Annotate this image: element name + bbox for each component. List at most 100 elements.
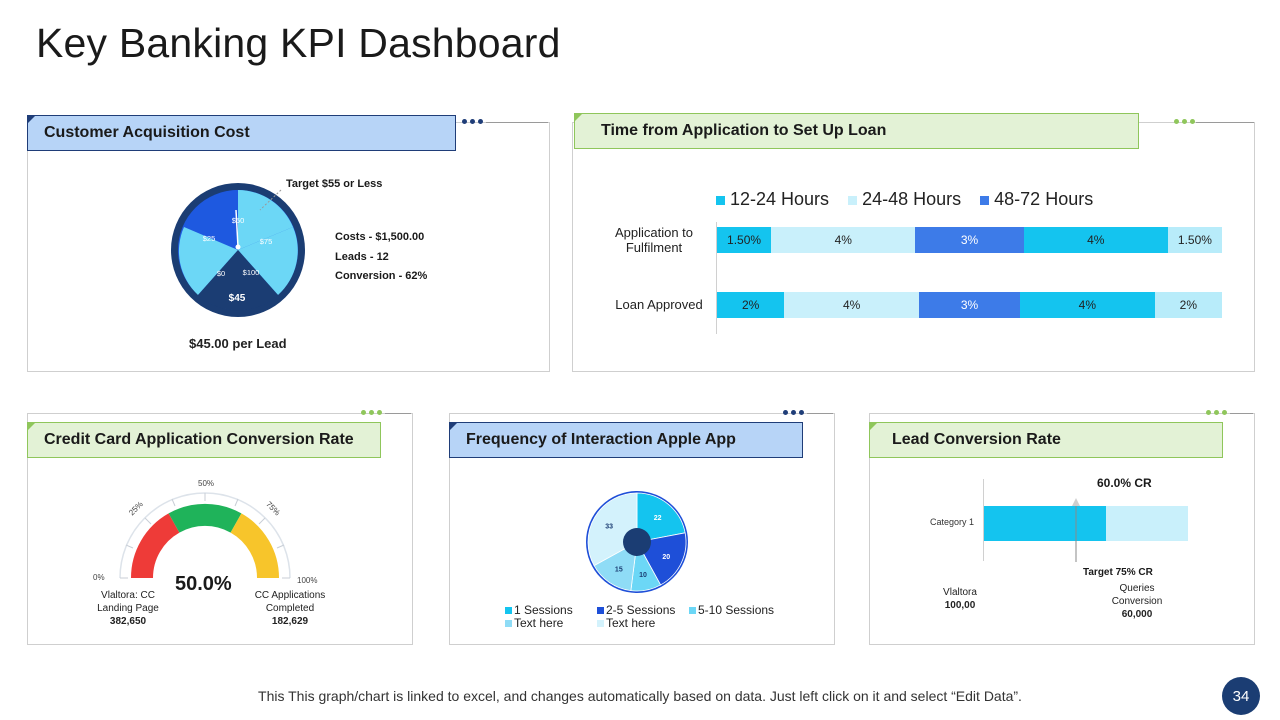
stacked-bar-row: 2% 4% 3% 4% 2% bbox=[717, 292, 1222, 318]
legend-row: Text here Text here bbox=[505, 617, 805, 630]
divider-line bbox=[385, 413, 411, 414]
lead-right-label: Queries Conversion 60,000 bbox=[1097, 582, 1177, 621]
legend-item: 2-5 Sessions bbox=[597, 604, 689, 617]
gauge-needle bbox=[235, 209, 239, 248]
bar-segment: 1.50% bbox=[1167, 227, 1222, 253]
bar-segment: 2% bbox=[1154, 292, 1222, 318]
more-dots-icon[interactable] bbox=[361, 410, 382, 415]
category-label-line: Loan Approved bbox=[615, 297, 703, 312]
more-dots-icon[interactable] bbox=[783, 410, 804, 415]
bar-segment: 4% bbox=[784, 292, 919, 318]
gauge-tick-label: 50% bbox=[198, 479, 215, 488]
legend-item: 48-72 Hours bbox=[980, 189, 1093, 209]
loan-time-header: Time from Application to Set Up Loan bbox=[574, 113, 1139, 149]
legend-label: 2-5 Sessions bbox=[606, 603, 676, 617]
apple-pie-chart: 22 20 10 15 33 bbox=[586, 491, 688, 593]
label-line: Vlaltora: CC bbox=[101, 590, 155, 601]
cac-leads: Leads - 12 bbox=[335, 251, 389, 263]
cac-per-lead: $45.00 per Lead bbox=[189, 336, 287, 351]
pie-slice-label: 22 bbox=[654, 515, 662, 522]
bar-segment: 2% bbox=[717, 292, 785, 318]
legend-label: 5-10 Sessions bbox=[698, 603, 775, 617]
bar-segment: 1.50% bbox=[717, 227, 772, 253]
apple-legend: 1 Sessions 2-5 Sessions 5-10 Sessions Text… bbox=[505, 604, 805, 630]
category-label: Loan Approved bbox=[604, 297, 714, 312]
legend-label: Text here bbox=[514, 616, 564, 630]
gauge-yellow-band bbox=[230, 513, 280, 579]
legend-label: 1 Sessions bbox=[514, 603, 573, 617]
gauge-tick-label: $100 bbox=[243, 268, 260, 277]
legend-item: 24-48 Hours bbox=[848, 189, 961, 209]
divider-line bbox=[1196, 122, 1254, 123]
cac-costs: Costs - $1,500.00 bbox=[335, 231, 425, 243]
label-line: Landing Page bbox=[97, 603, 159, 614]
legend-label: 12-24 Hours bbox=[730, 189, 830, 209]
category-label: Application to Fulfilment bbox=[604, 225, 704, 255]
gauge-tick-label: $25 bbox=[203, 234, 216, 243]
cac-target-label: Target $55 or Less bbox=[286, 178, 383, 190]
page-title: Key Banking KPI Dashboard bbox=[36, 20, 561, 66]
more-dots-icon[interactable] bbox=[462, 119, 483, 124]
cc-left-value: 382,650 bbox=[109, 616, 147, 627]
legend-item: 12-24 Hours bbox=[716, 189, 829, 209]
target-pointer bbox=[259, 189, 282, 211]
divider-line bbox=[486, 122, 548, 123]
corner-accent bbox=[869, 422, 878, 431]
gauge-tick-label: 100% bbox=[297, 576, 318, 585]
corner-accent bbox=[449, 422, 458, 431]
cac-conversion: Conversion - 62% bbox=[335, 270, 428, 282]
gauge-tick-label: 0% bbox=[93, 573, 105, 582]
bar-segment: 4% bbox=[771, 227, 916, 253]
gauge-tick-label: $50 bbox=[232, 216, 245, 225]
divider-line bbox=[807, 413, 833, 414]
gauge-segment-75 bbox=[238, 190, 293, 250]
legend-row: 1 Sessions 2-5 Sessions 5-10 Sessions bbox=[505, 604, 805, 617]
label-line: Conversion bbox=[1111, 596, 1163, 607]
pie-slice-label: 20 bbox=[662, 554, 670, 561]
apple-header: Frequency of Interaction Apple App bbox=[449, 422, 803, 458]
divider-line bbox=[1230, 413, 1253, 414]
legend-item: Text here bbox=[505, 617, 597, 630]
gauge-segment-25 bbox=[178, 227, 238, 295]
cc-right-label: CC Applications Completed 182,629 bbox=[240, 589, 340, 628]
bar-segment: 3% bbox=[919, 292, 1020, 318]
bar-segment: 3% bbox=[915, 227, 1024, 253]
legend-label: Text here bbox=[606, 616, 656, 630]
corner-accent bbox=[27, 422, 36, 431]
label-line: Completed bbox=[265, 603, 315, 614]
bar-segment: 4% bbox=[1023, 227, 1168, 253]
lead-right-value: 60,000 bbox=[1121, 609, 1153, 620]
footer-note: This This graph/chart is linked to excel… bbox=[258, 688, 1022, 704]
legend-item: 1 Sessions bbox=[505, 604, 597, 617]
cc-gauge-value: 50.0% bbox=[175, 573, 232, 595]
gauge-segment-50 bbox=[184, 190, 238, 250]
category-label-line: Fulfilment bbox=[625, 240, 683, 255]
gauge-red-band bbox=[130, 513, 180, 579]
gauge-segment-100 bbox=[238, 227, 298, 295]
legend-label: 48-72 Hours bbox=[994, 189, 1094, 209]
corner-accent bbox=[574, 113, 583, 122]
cac-gauge: $50 $25 $75 $0 $100 $45 bbox=[171, 183, 305, 317]
label-line: Queries bbox=[1119, 583, 1155, 594]
more-dots-icon[interactable] bbox=[1174, 119, 1195, 124]
corner-accent bbox=[27, 115, 36, 124]
lead-bar-fill bbox=[984, 506, 1107, 541]
legend-label: 24-48 Hours bbox=[862, 189, 962, 209]
more-dots-icon[interactable] bbox=[1206, 410, 1227, 415]
legend-item: Text here bbox=[597, 617, 655, 630]
cc-gauge bbox=[119, 492, 291, 579]
label-line: Vlaltora bbox=[943, 587, 977, 598]
cc-right-value: 182,629 bbox=[271, 616, 309, 627]
chart-axis-line bbox=[716, 222, 717, 334]
gauge-value: $45 bbox=[229, 293, 246, 304]
cc-header: Credit Card Application Conversion Rate bbox=[27, 422, 381, 458]
lead-header: Lead Conversion Rate bbox=[869, 422, 1223, 458]
lead-left-value: 100,00 bbox=[944, 600, 976, 611]
gauge-ticks bbox=[120, 493, 290, 579]
cc-left-label: Vlaltora: CC Landing Page 382,650 bbox=[78, 589, 178, 628]
target-marker bbox=[1071, 498, 1080, 562]
lead-cr-label: 60.0% CR bbox=[1097, 476, 1152, 490]
page-number-badge: 34 bbox=[1222, 677, 1260, 715]
legend-item: 5-10 Sessions bbox=[689, 604, 774, 617]
gauge-bottom bbox=[198, 250, 278, 311]
